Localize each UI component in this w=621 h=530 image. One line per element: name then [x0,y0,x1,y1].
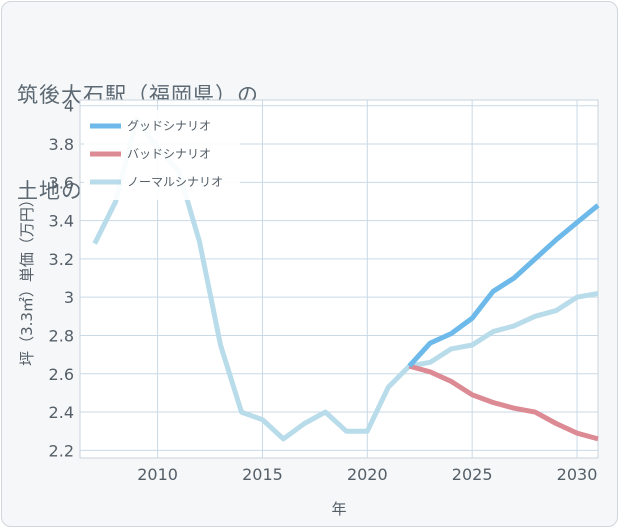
x-axis-title: 年 [331,500,346,518]
y-tick-label: 3.2 [49,250,74,269]
x-tick-label: 2025 [452,465,493,484]
x-tick-label: 2030 [557,465,598,484]
y-axis-title: 坪（3.3㎡）単価（万円） [18,192,36,366]
y-tick-label: 3.6 [49,173,74,192]
series-line-1 [407,203,600,368]
y-tick-label: 2.6 [49,365,74,384]
y-tick-label: 2.4 [49,403,74,422]
y-tick-label: 4 [64,97,74,116]
legend-label: バッドシナリオ [127,147,211,161]
y-tick-label: 2.8 [49,326,74,345]
y-tick-label: 2.2 [49,441,74,460]
x-tick-label: 2020 [347,465,388,484]
legend-label: グッドシナリオ [127,119,211,133]
x-tick-label: 2010 [137,465,178,484]
x-tick-label: 2015 [242,465,283,484]
y-tick-label: 3.8 [49,135,74,154]
y-tick-label: 3.4 [49,212,74,231]
y-tick-label: 3 [64,288,74,307]
series-line-2 [408,363,599,442]
legend-label: ノーマルシナリオ [127,175,223,189]
